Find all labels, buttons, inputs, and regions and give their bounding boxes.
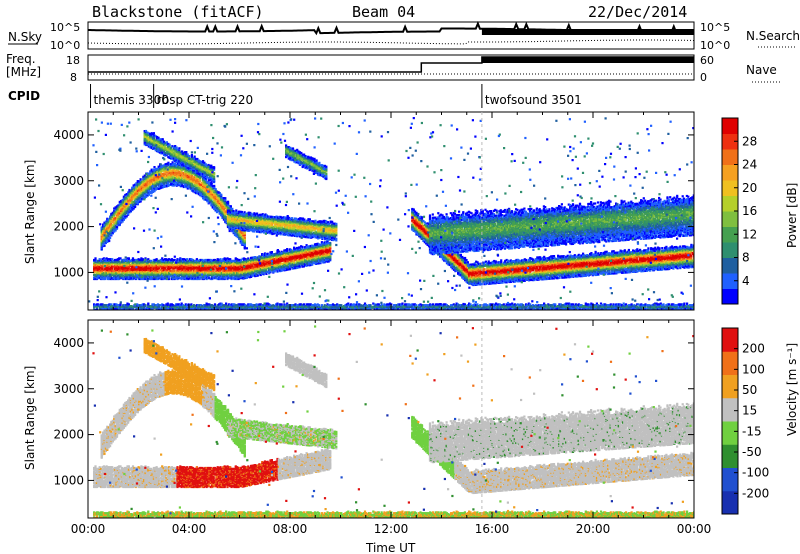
heatmap-cell: [220, 194, 222, 196]
station-title: Blackstone (fitACF): [92, 3, 264, 21]
freq-dense-block: [482, 57, 694, 63]
nsky-tick-top: 10^5: [50, 21, 80, 34]
nsky-tick-bottom: 10^0: [50, 39, 80, 52]
nave-label: Nave: [746, 63, 777, 77]
nsky-panel: [88, 22, 694, 49]
summary-plot: Blackstone (fitACF) Beam 04 22/Dec/2014 …: [0, 0, 800, 554]
heatmap-cell: [224, 197, 226, 199]
heatmap-cell: [286, 248, 288, 250]
beam-title: Beam 04: [352, 3, 415, 21]
freq-tick-top: 18: [66, 54, 80, 67]
nsky-trace: [88, 24, 694, 44]
heatmap-cell: [128, 257, 130, 259]
heatmap-cell: [213, 268, 215, 270]
heatmap-cell: [271, 251, 273, 253]
heatmap-cell: [94, 257, 96, 259]
heatmap-cell: [140, 178, 142, 180]
nsearch-tick-top: 10^5: [700, 21, 730, 34]
heatmap-cell: [329, 250, 331, 252]
cpid-marker-label: rbsp CT-trig 220: [157, 93, 253, 107]
nsearch-label: N.Search: [746, 29, 800, 43]
cpid-label: CPID: [8, 89, 40, 103]
freq-unit-label: [MHz]: [6, 65, 41, 79]
nsearch-line: [88, 40, 694, 44]
cpid-marker-label: twofsound 3501: [485, 93, 582, 107]
freq-trace: [88, 57, 694, 74]
nsky-label: N.Sky: [8, 30, 42, 44]
heatmap-cell: [213, 185, 215, 187]
nsky-dense-block: [482, 29, 694, 35]
nsearch-tick-bottom: 10^0: [700, 39, 730, 52]
heatmap-cell: [109, 237, 111, 239]
heatmap-cell: [142, 258, 144, 260]
nave-tick-top: 60: [700, 54, 714, 67]
nave-tick-bottom: 0: [700, 71, 707, 84]
date-title: 22/Dec/2014: [588, 3, 687, 21]
freq-label: Freq.: [6, 52, 36, 66]
heatmap-cell: [301, 246, 303, 248]
heatmap-cell: [215, 188, 217, 190]
freq-tick-bottom: 8: [70, 71, 77, 84]
